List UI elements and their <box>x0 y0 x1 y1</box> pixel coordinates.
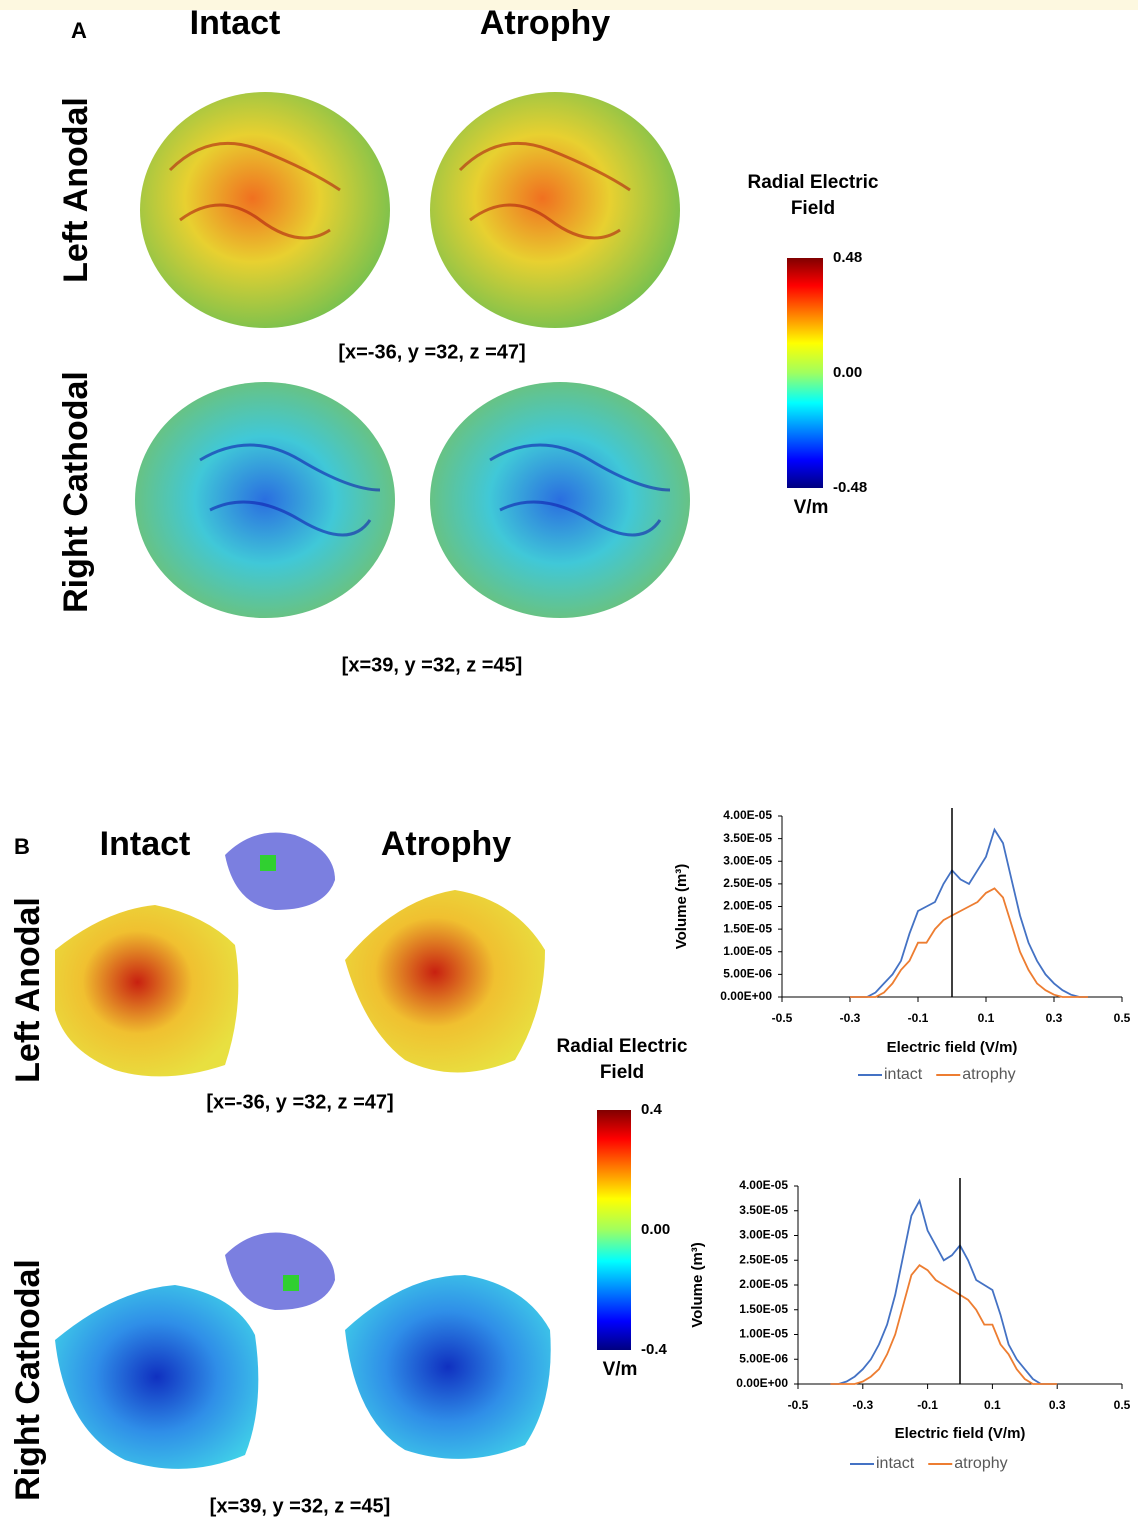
y-tick-label: 2.00E-05 <box>723 899 772 913</box>
colorbar-tick-label: 0.00 <box>641 1221 670 1238</box>
x-tick-label: 0.5 <box>1114 1398 1131 1412</box>
x-tick-label: 0.5 <box>1114 1011 1131 1025</box>
coordinates: [x=39, y =32, z =45] <box>210 1495 391 1517</box>
coordinates: [x=-36, y =32, z =47] <box>338 341 525 363</box>
colorbar-unit: V/m <box>603 1359 638 1380</box>
legend-label: intact <box>876 1455 915 1472</box>
colorbar-tick-label: -0.48 <box>833 479 867 496</box>
colorbar <box>787 258 823 488</box>
colorbar-tick-label: -0.4 <box>641 1341 668 1358</box>
colorbar-title: Radial Electric <box>557 1036 688 1057</box>
x-tick-label: -0.5 <box>788 1398 809 1412</box>
row-title: Right Cathodal <box>9 1259 47 1501</box>
colorbar-tick-label: 0.48 <box>833 249 862 266</box>
colorbar-unit: V/m <box>794 497 829 518</box>
y-tick-label: 3.50E-05 <box>739 1203 788 1217</box>
x-tick-label: -0.1 <box>908 1011 929 1025</box>
column-title: Intact <box>100 825 191 863</box>
legend-label: intact <box>884 1066 923 1083</box>
y-tick-label: 2.50E-05 <box>739 1252 788 1266</box>
y-tick-label: 5.00E-06 <box>723 967 772 981</box>
series-line <box>830 1264 1058 1385</box>
y-tick-label: 1.50E-05 <box>739 1302 788 1316</box>
row-title: Left Anodal <box>9 897 47 1083</box>
x-tick-label: -0.3 <box>840 1011 861 1025</box>
y-tick-label: 4.00E-05 <box>723 808 772 822</box>
brain-renders-a <box>135 92 690 618</box>
y-tick-label: 0.00E+00 <box>736 1376 788 1390</box>
colorbar <box>597 1110 631 1350</box>
y-tick-label: 2.50E-05 <box>723 876 772 890</box>
y-tick-label: 1.50E-05 <box>723 921 772 935</box>
panel-label: B <box>14 834 30 859</box>
row-title: Right Cathodal <box>57 371 95 613</box>
column-title: Atrophy <box>480 4 610 42</box>
y-tick-label: 4.00E-05 <box>739 1178 788 1192</box>
x-tick-label: 0.3 <box>1046 1011 1063 1025</box>
y-tick-label: 2.00E-05 <box>739 1277 788 1291</box>
x-tick-label: 0.1 <box>978 1011 995 1025</box>
colorbar-tick-label: 0.4 <box>641 1101 663 1118</box>
x-tick-label: 0.1 <box>984 1398 1001 1412</box>
x-tick-label: -0.1 <box>917 1398 938 1412</box>
series-line <box>850 887 1088 998</box>
y-tick-label: 1.00E-05 <box>739 1327 788 1341</box>
colorbar-tick-label: 0.00 <box>833 364 862 381</box>
y-tick-label: 5.00E-06 <box>739 1351 788 1365</box>
colorbar-title: Field <box>600 1062 644 1083</box>
column-title: Atrophy <box>381 825 511 863</box>
legend-label: atrophy <box>962 1066 1015 1083</box>
top-strip <box>0 0 1138 10</box>
row-title: Left Anodal <box>57 97 95 283</box>
series-line <box>850 827 1088 998</box>
x-axis-label: Electric field (V/m) <box>887 1039 1018 1056</box>
roi-renders-b <box>55 832 551 1469</box>
y-tick-label: 3.00E-05 <box>739 1228 788 1242</box>
legend-label: atrophy <box>954 1455 1007 1472</box>
y-tick-label: 1.00E-05 <box>723 944 772 958</box>
y-tick-label: 3.00E-05 <box>723 853 772 867</box>
x-axis-label: Electric field (V/m) <box>895 1425 1026 1442</box>
panel-label: A <box>71 18 87 43</box>
x-tick-label: 0.3 <box>1049 1398 1066 1412</box>
coordinates: [x=39, y =32, z =45] <box>342 654 523 676</box>
y-axis-label: Volume (m³) <box>689 1242 706 1328</box>
colorbar-title: Radial Electric <box>748 172 879 193</box>
column-title: Intact <box>190 4 281 42</box>
colorbar-title: Field <box>791 198 835 219</box>
series-line <box>830 1198 1058 1385</box>
y-tick-label: 3.50E-05 <box>723 831 772 845</box>
y-axis-label: Volume (m³) <box>673 864 690 950</box>
x-tick-label: -0.5 <box>772 1011 793 1025</box>
coordinates: [x=-36, y =32, z =47] <box>206 1091 393 1113</box>
y-tick-label: 0.00E+00 <box>720 989 772 1003</box>
x-tick-label: -0.3 <box>852 1398 873 1412</box>
